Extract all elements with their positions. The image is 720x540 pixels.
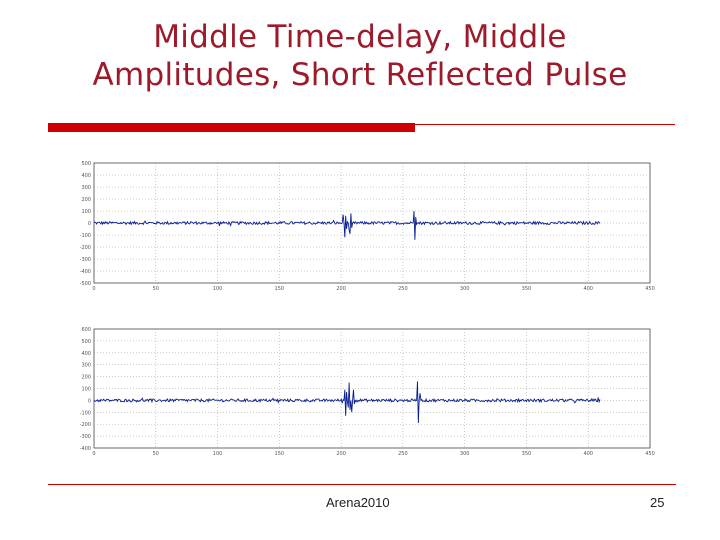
- y-tick-label: -400: [80, 269, 91, 275]
- x-tick-label: 0: [92, 286, 95, 292]
- y-tick-label: 200: [81, 197, 91, 203]
- y-tick-label: 600: [81, 327, 91, 333]
- y-tick-label: -300: [80, 257, 91, 263]
- x-tick-label: 350: [522, 286, 532, 292]
- y-tick-label: -200: [80, 245, 91, 251]
- title-line-2: Amplitudes, Short Reflected Pulse: [92, 57, 628, 93]
- x-tick-label: 450: [645, 286, 655, 292]
- x-tick-label: 100: [213, 286, 223, 292]
- y-tick-label: 300: [81, 185, 91, 191]
- x-tick-label: 150: [275, 451, 285, 457]
- chart-1: 0 50 100 150 200 250 300 350 400 450 -500 -400 -300 -…: [80, 161, 655, 292]
- x-tick-label: 400: [583, 286, 593, 292]
- y-tick-label: 100: [81, 387, 91, 393]
- y-tick-label: 500: [81, 161, 91, 167]
- x-tick-label: 300: [460, 451, 470, 457]
- plot-frame: [93, 328, 651, 449]
- signal-trace: [93, 210, 601, 240]
- x-tick-label: 50: [153, 451, 159, 457]
- y-tick-label: 400: [81, 173, 91, 179]
- y-tick-label: -500: [80, 281, 91, 287]
- y-tick-label: -100: [80, 410, 91, 416]
- footer-center-text: Arena2010: [326, 495, 390, 510]
- x-tick-label: 150: [275, 286, 285, 292]
- x-tick-label: 350: [522, 451, 532, 457]
- y-tick-label: 500: [81, 339, 91, 345]
- chart-2: 0 50 100 150 200 250 300 350 400 450 -400 -300 -200 -…: [80, 327, 655, 457]
- x-tick-label: 200: [336, 451, 346, 457]
- page-number: 25: [650, 495, 665, 510]
- x-tick-label: 50: [153, 286, 159, 292]
- y-tick-label: -100: [80, 233, 91, 239]
- x-tick-label: 200: [336, 286, 346, 292]
- y-tick-label: -400: [80, 446, 91, 452]
- y-tick-label: 400: [81, 351, 91, 357]
- x-tick-label: 400: [583, 451, 593, 457]
- y-tick-label: 300: [81, 363, 91, 369]
- title-line-1: Middle Time-delay, Middle: [153, 19, 567, 55]
- y-tick-label: -300: [80, 434, 91, 440]
- x-tick-label: 250: [398, 286, 408, 292]
- y-tick-label: -200: [80, 422, 91, 428]
- x-tick-label: 100: [213, 451, 223, 457]
- signal-trace: [93, 381, 601, 424]
- accent-bar: [48, 123, 415, 132]
- y-tick-label: 0: [88, 221, 91, 227]
- y-tick-label: 100: [81, 209, 91, 215]
- x-tick-label: 0: [92, 451, 95, 457]
- accent-rule: [415, 124, 675, 125]
- x-tick-label: 300: [460, 286, 470, 292]
- y-tick-label: 0: [88, 398, 91, 404]
- slide-title: Middle Time-delay, Middle Amplitudes, Sh…: [20, 18, 700, 94]
- footer-rule: [48, 484, 676, 485]
- x-tick-label: 450: [645, 451, 655, 457]
- x-tick-label: 250: [398, 451, 408, 457]
- y-tick-label: 200: [81, 375, 91, 381]
